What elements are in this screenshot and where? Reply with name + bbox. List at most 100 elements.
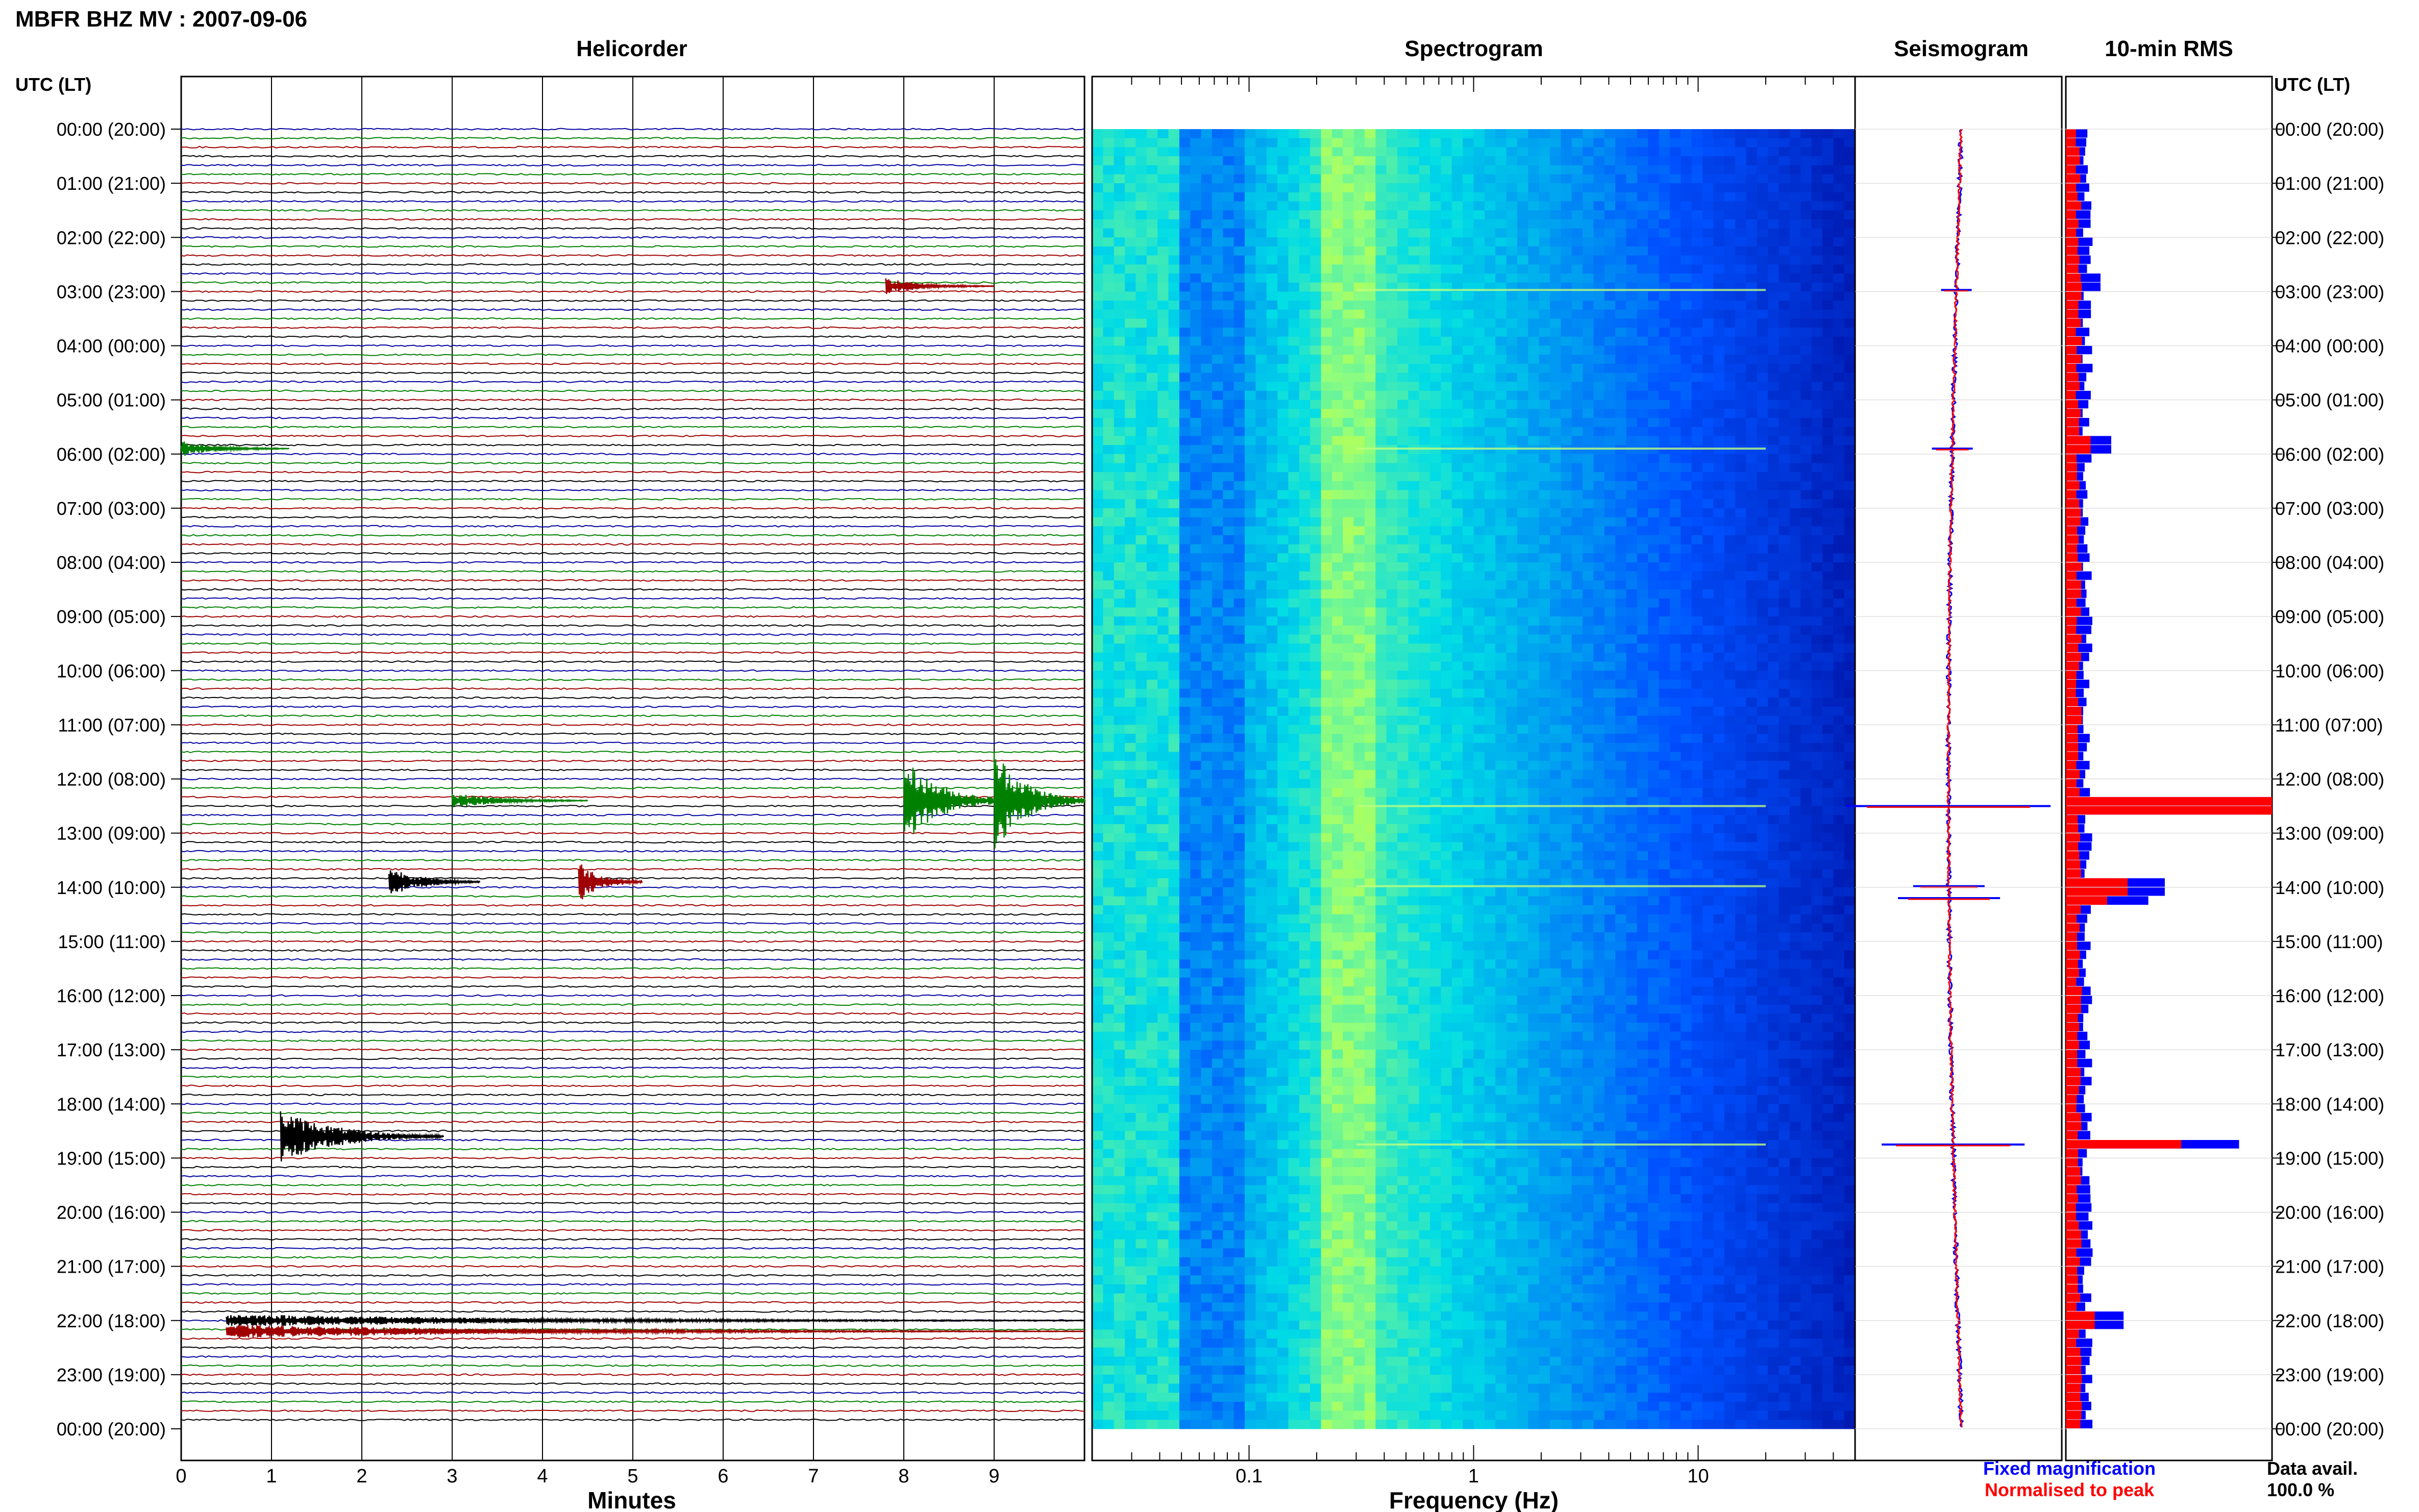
spectrogram-cell — [1114, 301, 1125, 310]
spectrogram-cell — [1212, 400, 1223, 409]
spectrogram-cell — [1779, 607, 1790, 617]
spectrogram-cell — [1430, 625, 1441, 635]
helicorder-panel — [180, 76, 1086, 1461]
spectrogram-cell — [1386, 715, 1398, 725]
spectrogram-cell — [1092, 301, 1103, 310]
spectrogram-cell — [1473, 382, 1485, 391]
spectrogram-cell — [1789, 481, 1801, 490]
spectrogram-cell — [1800, 165, 1812, 175]
spectrogram-cell — [1768, 192, 1779, 202]
spectrogram-cell — [1757, 328, 1768, 337]
spectrogram-cell — [1811, 373, 1823, 382]
spectrogram-cell — [1550, 183, 1561, 193]
spectrogram-cell — [1212, 274, 1223, 283]
spectrogram-cell — [1419, 345, 1430, 355]
spectrogram-cell — [1451, 625, 1463, 635]
spectrogram-cell — [1528, 210, 1540, 220]
spectrogram-cell — [1168, 400, 1180, 409]
spectrogram-cell — [1245, 445, 1256, 455]
spectrogram-cell — [1114, 742, 1125, 752]
spectrogram-cell — [1233, 336, 1245, 346]
spectrogram-cell — [1702, 707, 1714, 716]
spectrogram-cell — [1179, 445, 1191, 455]
spectrogram-cell — [1375, 715, 1387, 725]
spectrogram-cell — [1190, 138, 1202, 147]
spectrogram-cell — [1190, 625, 1202, 635]
spectrogram-cell — [1561, 183, 1572, 193]
spectrogram-cell — [1583, 409, 1594, 418]
spectrogram-cell — [1702, 237, 1714, 247]
spectrogram-cell — [1583, 734, 1594, 743]
spectrogram-cell — [1604, 571, 1616, 581]
helicorder-trace — [181, 579, 1085, 582]
spectrogram-cell — [1746, 301, 1758, 310]
spectrogram-cell — [1724, 156, 1736, 166]
spectrogram-cell — [1539, 616, 1550, 626]
spectrogram-cell — [1473, 192, 1485, 202]
spectrogram-cell — [1506, 318, 1518, 328]
spectrogram-cell — [1484, 129, 1496, 139]
spectrogram-cell — [1136, 390, 1147, 401]
spectrogram-cell — [1386, 643, 1398, 653]
spectrogram-cell — [1331, 652, 1343, 662]
spectrogram-cell — [1201, 328, 1213, 337]
spectrogram-cell — [1735, 336, 1746, 346]
spectrogram-cell — [1691, 328, 1703, 337]
spectrogram-cell — [1528, 688, 1540, 698]
helicorder-trace — [181, 507, 1085, 510]
spectrogram-cell — [1331, 228, 1343, 238]
spectrogram-cell — [1702, 481, 1714, 490]
spectrogram-cell — [1114, 400, 1125, 409]
spectrogram-cell — [1615, 643, 1626, 653]
spectrogram-cell — [1245, 652, 1256, 662]
spectrogram-cell — [1757, 661, 1768, 671]
spectrogram-cell — [1593, 715, 1605, 725]
spectrogram-cell — [1299, 553, 1311, 563]
spectrogram-cell — [1114, 463, 1125, 473]
spectrogram-cell — [1833, 463, 1845, 473]
spectrogram-cell — [1136, 544, 1147, 554]
spectrogram-cell — [1245, 616, 1256, 626]
spectrogram-cell — [1331, 291, 1343, 301]
spectrogram-cell — [1299, 147, 1311, 157]
spectrogram-cell — [1136, 707, 1147, 716]
spectrogram-cell — [1397, 625, 1409, 635]
spectrogram-cell — [1299, 174, 1311, 184]
spectrogram-cell — [1419, 698, 1430, 707]
helicorder-trace — [181, 678, 1085, 681]
spectrogram-cell — [1626, 409, 1638, 418]
spectrogram-cell — [1713, 246, 1725, 256]
spectrogram-cell — [1724, 571, 1736, 581]
spectrogram-cell — [1190, 363, 1202, 374]
spectrogram-cell — [1811, 652, 1823, 662]
spectrogram-cell — [1789, 454, 1801, 463]
spectrogram-cell — [1321, 255, 1332, 265]
spectrogram-cell — [1495, 535, 1507, 545]
spectrogram-cell — [1800, 228, 1812, 238]
spectrogram-cell — [1288, 264, 1300, 274]
spectrogram-cell — [1408, 725, 1420, 734]
spectrogram-cell — [1288, 309, 1300, 319]
spectrogram-cell — [1571, 508, 1583, 518]
spectrogram-cell — [1310, 643, 1321, 653]
spectrogram-cell — [1201, 255, 1213, 265]
spectrogram-cell — [1343, 634, 1354, 644]
spectrogram-cell — [1364, 165, 1376, 175]
spectrogram-cell — [1331, 219, 1343, 229]
spectrogram-cell — [1223, 580, 1235, 590]
spectrogram-cell — [1353, 463, 1365, 473]
spectrogram-cell — [1451, 363, 1463, 374]
spectrogram-cell — [1495, 499, 1507, 509]
spectrogram-cell — [1277, 571, 1289, 581]
spectrogram-cell — [1451, 490, 1463, 500]
spectrogram-cell — [1201, 562, 1213, 572]
spectrogram-cell — [1506, 454, 1518, 463]
spectrogram-cell — [1735, 165, 1746, 175]
spectrogram-cell — [1375, 336, 1387, 346]
spectrogram-cell — [1473, 174, 1485, 184]
spectrogram-cell — [1157, 291, 1169, 301]
spectrogram-cell — [1833, 228, 1845, 238]
spectrogram-cell — [1179, 679, 1191, 689]
spectrogram-cell — [1539, 147, 1550, 157]
spectrogram-cell — [1103, 436, 1115, 445]
